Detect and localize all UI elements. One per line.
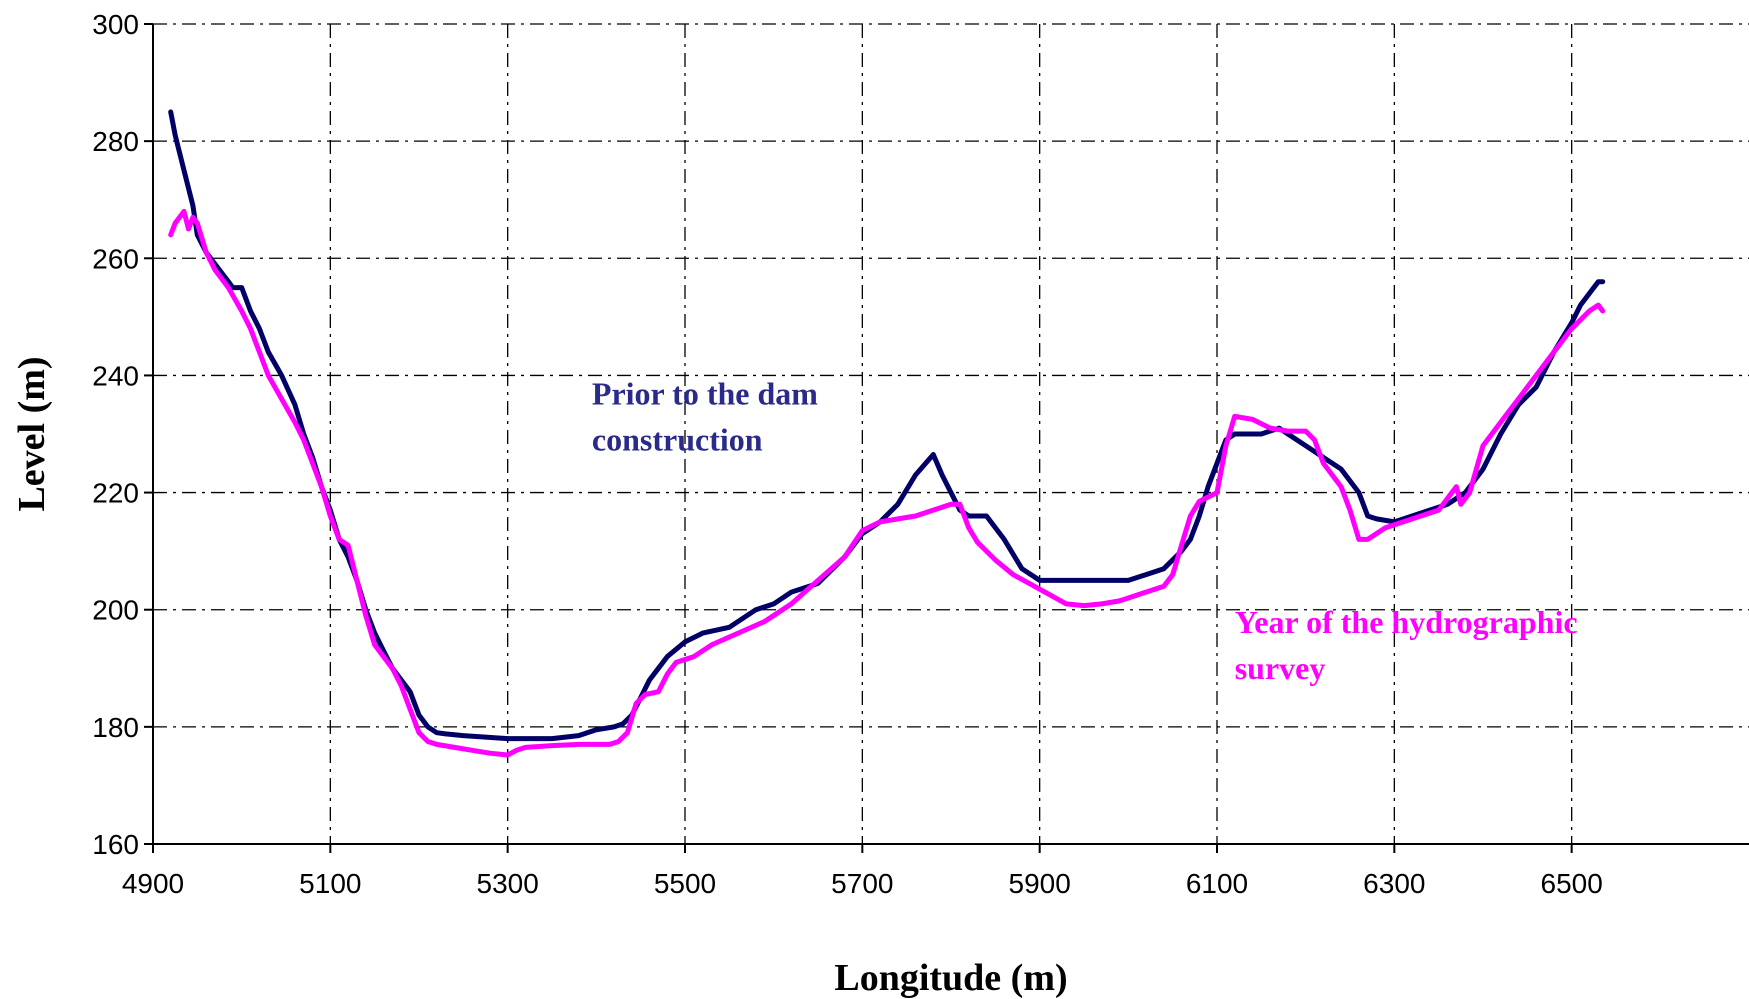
annotations: Prior to the dam construction Year of the … (592, 376, 1578, 686)
y-tick-label: 300 (92, 9, 139, 40)
y-tick-label: 160 (92, 829, 139, 860)
x-axis-title: Longitude (m) (834, 957, 1067, 999)
x-tick-label: 6500 (1541, 868, 1603, 899)
annotation-line: Year of the hydrographic (1235, 604, 1578, 640)
x-tick-label: 6100 (1186, 868, 1248, 899)
annotation-survey: Year of the hydrographic survey (1235, 604, 1578, 686)
annotation-line: Prior to the dam (592, 376, 818, 412)
annotation-line: survey (1235, 650, 1326, 686)
axes (152, 24, 1749, 845)
x-tick-label: 5900 (1009, 868, 1071, 899)
x-tick-label: 4900 (122, 868, 184, 899)
y-tick-label: 180 (92, 712, 139, 743)
series-line-survey (168, 208, 1606, 758)
x-tick-label: 5500 (654, 868, 716, 899)
x-tick-label: 5300 (477, 868, 539, 899)
x-tick-label: 6300 (1363, 868, 1425, 899)
x-tick-label: 5100 (299, 868, 361, 899)
y-tick-label: 280 (92, 126, 139, 157)
annotation-prior: Prior to the dam construction (592, 376, 818, 458)
y-tick-label: 200 (92, 595, 139, 626)
y-tick-label: 260 (92, 243, 139, 274)
annotation-line: construction (592, 422, 763, 458)
y-ticks: 160 180 200 220 240 260 280 300 (92, 9, 153, 860)
y-tick-label: 220 (92, 478, 139, 509)
grid (153, 23, 1749, 844)
x-tick-label: 5700 (831, 868, 893, 899)
series-line-prior (168, 109, 1606, 742)
x-ticks: 4900 5100 5300 5500 5700 5900 6100 6300 6500 (122, 844, 1603, 899)
y-axis-title: Level (m) (11, 356, 53, 511)
series-group (168, 109, 1606, 758)
y-tick-label: 240 (92, 360, 139, 391)
